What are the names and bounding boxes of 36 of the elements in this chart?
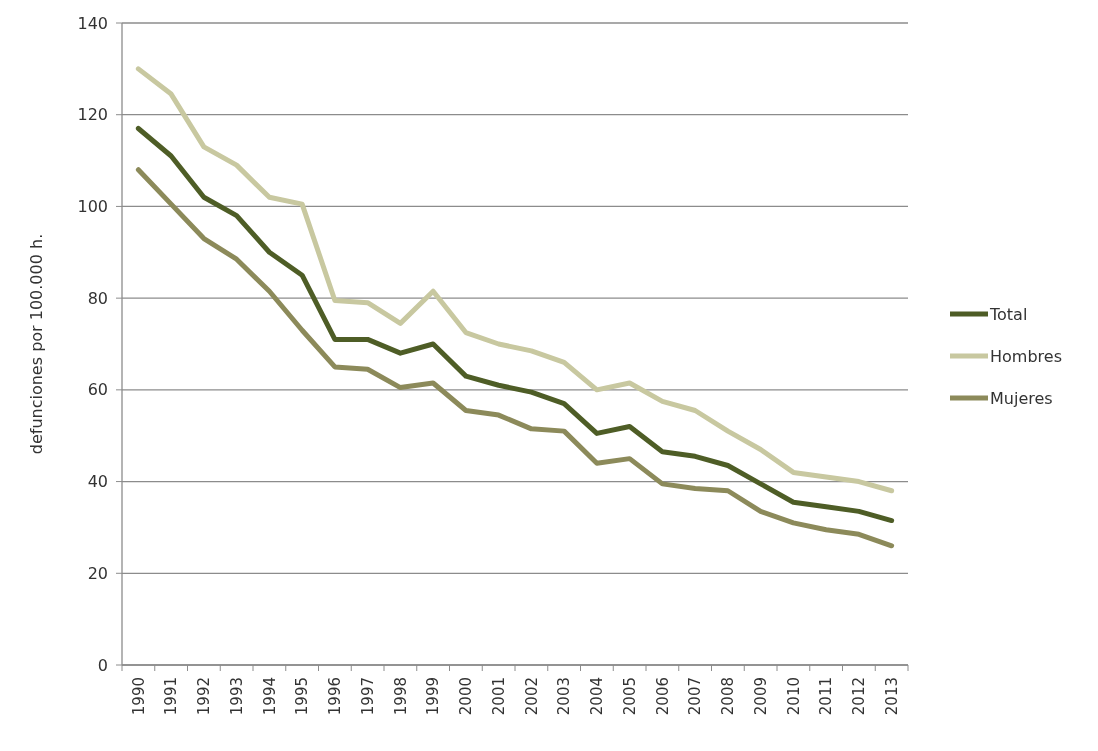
x-tick-label: 2007 bbox=[686, 677, 705, 716]
y-tick-label: 20 bbox=[87, 563, 108, 583]
y-tick-label: 100 bbox=[77, 197, 108, 217]
x-tick-label: 1996 bbox=[326, 677, 345, 716]
x-tick-label: 2010 bbox=[784, 677, 803, 716]
y-tick-label: 120 bbox=[77, 105, 108, 125]
x-tick-label: 2009 bbox=[751, 677, 770, 716]
y-tick-label: 140 bbox=[77, 13, 108, 33]
x-tick-label: 1997 bbox=[358, 677, 377, 716]
x-tick-label: 2013 bbox=[882, 677, 901, 716]
y-tick-label: 0 bbox=[97, 655, 108, 675]
legend-label: Total bbox=[989, 304, 1028, 324]
x-tick-label: 1992 bbox=[195, 677, 214, 716]
x-tick-label: 1995 bbox=[293, 677, 312, 716]
y-tick-label: 40 bbox=[87, 472, 108, 492]
x-tick-label: 2004 bbox=[588, 677, 607, 716]
x-tick-label: 1998 bbox=[391, 677, 410, 716]
x-tick-label: 2000 bbox=[457, 677, 476, 716]
x-tick-label: 2012 bbox=[850, 677, 869, 716]
x-tick-label: 2006 bbox=[653, 677, 672, 716]
x-tick-label: 2011 bbox=[817, 677, 836, 716]
x-tick-label: 2002 bbox=[522, 677, 541, 716]
y-axis-title: defunciones por 100.000 h. bbox=[27, 233, 46, 455]
x-tick-label: 2008 bbox=[719, 677, 738, 716]
legend-label: Mujeres bbox=[990, 388, 1053, 408]
x-tick-label: 2005 bbox=[620, 677, 639, 716]
x-tick-label: 1990 bbox=[129, 677, 148, 716]
x-tick-label: 1999 bbox=[424, 677, 443, 716]
x-tick-label: 2003 bbox=[555, 677, 574, 716]
legend-label: Hombres bbox=[990, 346, 1062, 366]
x-tick-label: 1993 bbox=[227, 677, 246, 716]
x-tick-label: 2001 bbox=[489, 677, 508, 716]
y-tick-label: 80 bbox=[87, 288, 108, 308]
x-tick-label: 1991 bbox=[162, 677, 181, 716]
x-tick-label: 1994 bbox=[260, 677, 279, 716]
y-tick-label: 60 bbox=[87, 380, 108, 400]
